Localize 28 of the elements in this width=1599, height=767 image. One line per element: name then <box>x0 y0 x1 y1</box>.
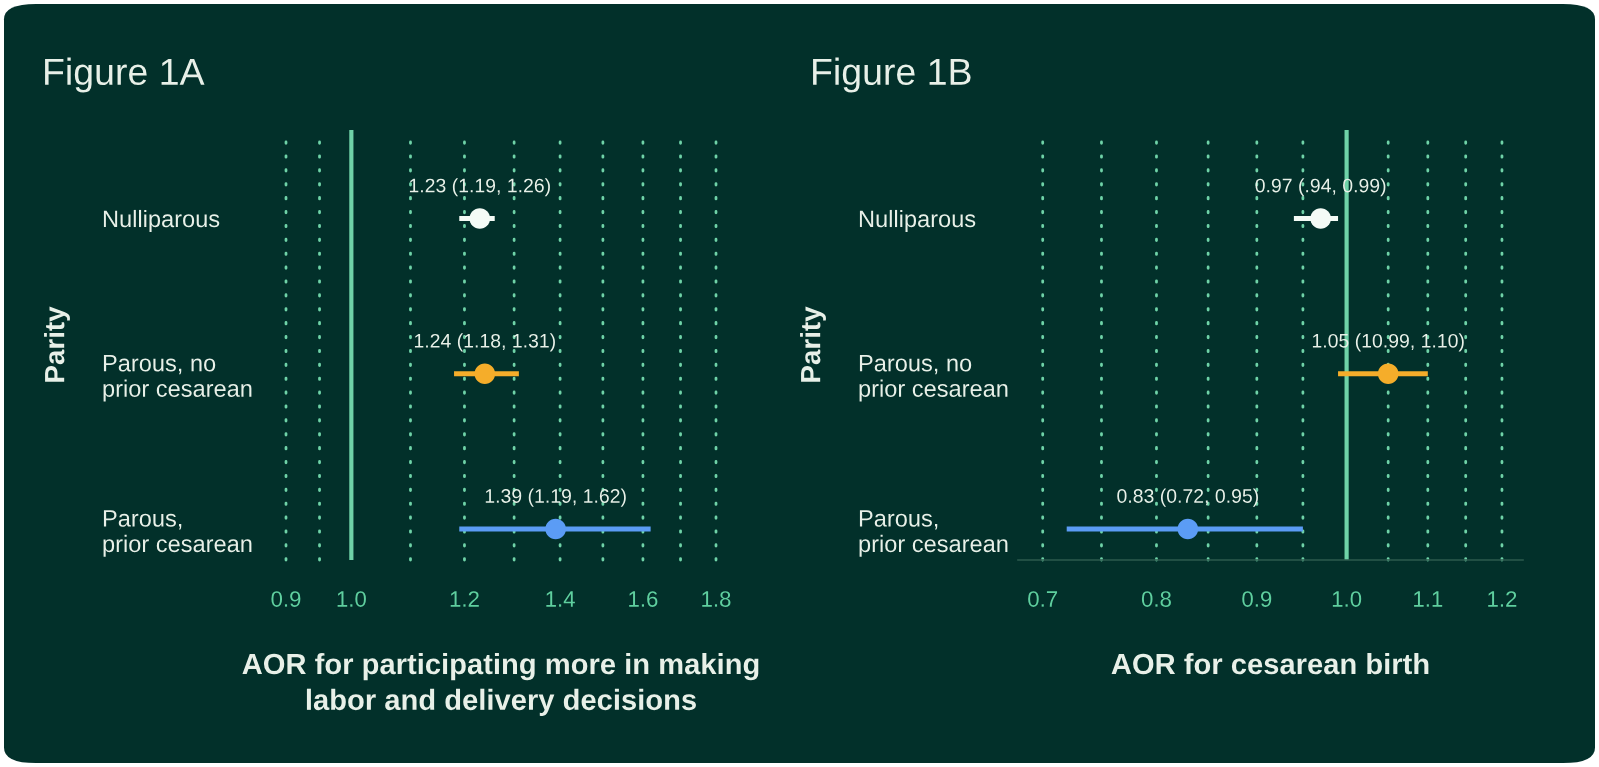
chart-title: Figure 1B <box>813 57 971 93</box>
data-label: 1.23 (1.19, 1.26) <box>409 178 550 197</box>
data-label: 1.39 (1.19, 1.62) <box>485 488 626 507</box>
x-tick-label: 1.0 <box>337 591 366 607</box>
x-tick-label: 1.6 <box>629 591 658 607</box>
y-tick-label: Parous, prior cesarean <box>103 510 252 557</box>
y-tick-label: Nulliparous <box>103 209 220 232</box>
x-tick-label: 1.4 <box>546 591 575 607</box>
x-axis-title: AOR for cesarean birth <box>1111 652 1429 675</box>
x-tick-label: 0.7 <box>1028 591 1058 607</box>
y-axis-title: Parity <box>800 306 826 382</box>
x-tick-label: 0.9 <box>1242 591 1272 607</box>
x-tick-label: 1.8 <box>702 591 731 607</box>
y-tick-label: Parous, prior cesarean <box>859 510 1008 557</box>
data-label: 0.83 (0.72, 0.95) <box>1117 488 1258 507</box>
x-tick-label: 1.1 <box>1414 591 1443 607</box>
x-tick-label: 1.2 <box>450 591 479 607</box>
chart-title: Figure 1A <box>45 57 205 93</box>
x-tick-label: 0.8 <box>1141 591 1171 607</box>
x-tick-label: 1.0 <box>1332 591 1362 607</box>
x-tick-label: 0.9 <box>271 591 301 607</box>
x-axis-title: AOR for participating more in making labor and delivery decisions <box>242 652 759 716</box>
y-tick-label: Parous, no prior cesarean <box>859 355 1008 402</box>
x-tick-label: 1.2 <box>1488 591 1517 607</box>
data-label: 1.24 (1.18, 1.31) <box>414 333 555 352</box>
y-tick-label: Parous, no prior cesarean <box>103 355 252 402</box>
y-tick-label: Nulliparous <box>859 209 976 232</box>
y-axis-title: Parity <box>44 306 70 382</box>
